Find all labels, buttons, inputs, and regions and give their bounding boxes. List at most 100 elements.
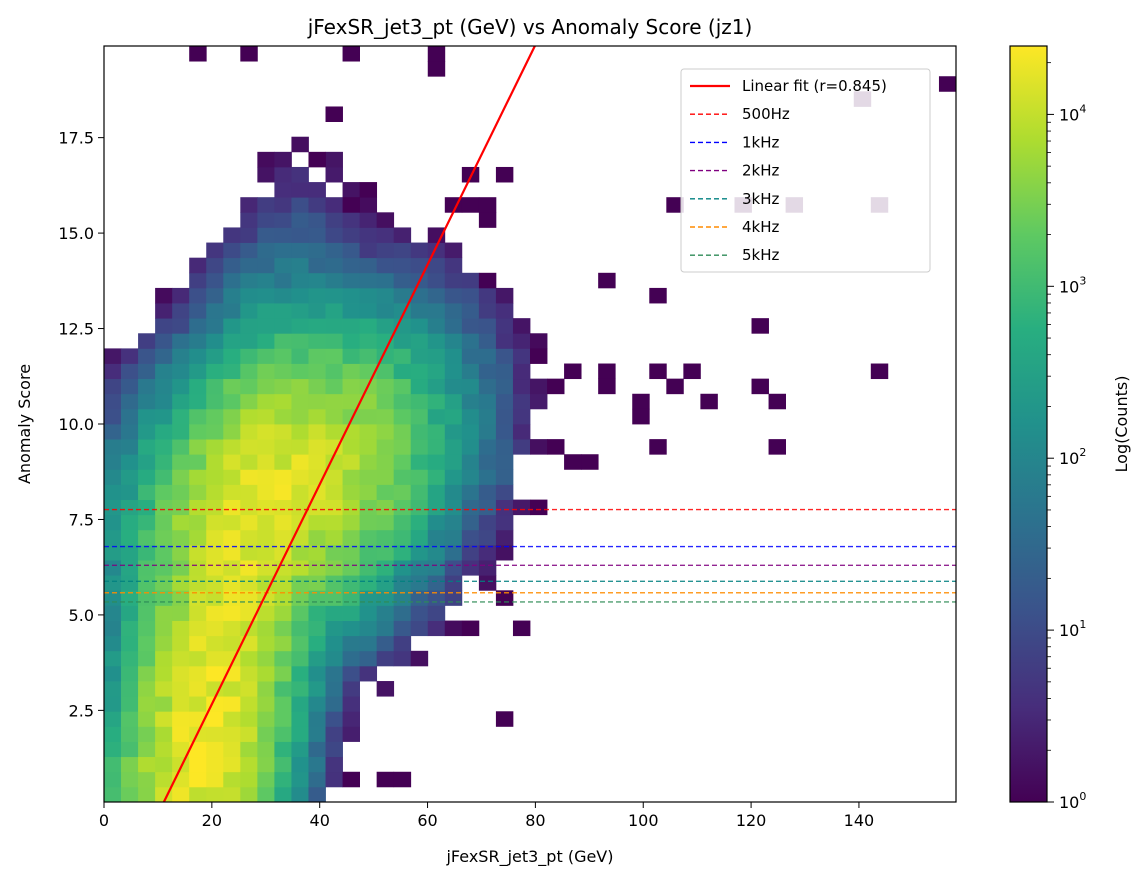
threshold-lines: [104, 508, 956, 603]
heatmap-cell: [376, 424, 395, 440]
heatmap-cell: [121, 439, 139, 455]
heatmap-cell: [359, 575, 378, 591]
heatmap-cell: [478, 469, 497, 485]
heatmap-cell: [121, 771, 139, 788]
heatmap-cell: [155, 408, 173, 425]
heatmap-cell: [393, 363, 412, 380]
heatmap-cell: [206, 786, 224, 803]
heatmap-cell: [121, 529, 139, 546]
heatmap-cell-sparse: [598, 272, 616, 289]
heatmap-cell-sparse: [376, 771, 395, 788]
heatmap-cell: [104, 454, 122, 470]
heatmap-cell: [155, 681, 173, 697]
heatmap-cell: [495, 529, 514, 546]
heatmap-cell: [189, 348, 207, 364]
heatmap-cell: [189, 333, 207, 349]
heatmap-cell: [257, 333, 275, 349]
heatmap-cell: [495, 348, 514, 364]
heatmap-cell-sparse: [359, 182, 378, 198]
y-tick-label: 17.5: [58, 129, 94, 148]
heatmap-cell: [104, 348, 122, 364]
heatmap-cell: [189, 318, 207, 334]
heatmap-cell: [461, 318, 480, 334]
heatmap-cell: [223, 272, 241, 289]
heatmap-cell: [291, 182, 309, 198]
heatmap-cell: [308, 696, 326, 712]
heatmap-cell: [189, 469, 207, 485]
legend: Linear fit (r=0.845) 500Hz 1kHz 2kHz 3kHz 4kH…: [680, 68, 931, 273]
heatmap-cell: [206, 287, 224, 304]
x-tick-label: 100: [628, 811, 659, 830]
heatmap-cell: [376, 378, 395, 395]
heatmap-cell: [257, 363, 275, 380]
heatmap-cell-sparse: [751, 318, 769, 334]
heatmap-cell: [308, 303, 326, 319]
heatmap-cell: [223, 333, 241, 349]
heatmap-cell: [478, 575, 497, 591]
heatmap-cell: [121, 560, 139, 576]
heatmap-cell: [138, 378, 156, 395]
heatmap-cell: [444, 287, 463, 304]
heatmap-cell-sparse: [461, 197, 480, 213]
heatmap-cell: [189, 560, 207, 576]
heatmap-cell: [223, 529, 241, 546]
heatmap-cell: [240, 756, 258, 773]
heatmap-cell: [189, 484, 207, 500]
heatmap-cell: [325, 287, 343, 304]
heatmap-cell: [121, 711, 139, 727]
heatmap-cell: [257, 393, 275, 410]
heatmap-cell: [478, 303, 497, 319]
heatmap-cell: [342, 544, 360, 561]
heatmap-cell: [155, 318, 173, 334]
heatmap-cell: [257, 424, 275, 440]
heatmap-cell: [257, 665, 275, 682]
y-tick-label: 7.5: [69, 510, 94, 529]
heatmap-cell-sparse: [478, 197, 497, 213]
heatmap-cell: [104, 439, 122, 455]
colorbar: 100 101 102 103 104 Log(Counts): [1009, 45, 1131, 812]
heatmap-cell: [359, 272, 378, 289]
colorbar-ticks: 100 101 102 103 104: [1047, 62, 1086, 812]
heatmap-cell: [240, 348, 258, 364]
heatmap-cell: [291, 786, 309, 803]
heatmap-cell: [308, 287, 326, 304]
heatmap-cell: [172, 681, 190, 697]
heatmap-cell: [223, 544, 241, 561]
heatmap-cell: [308, 439, 326, 455]
heatmap-cell: [325, 681, 343, 697]
heatmap-cell: [240, 424, 258, 440]
heatmap-cell: [257, 560, 275, 576]
heatmap-cell: [138, 514, 156, 531]
heatmap-cell: [308, 620, 326, 637]
heatmap-cell: [461, 499, 480, 516]
heatmap-cell: [461, 560, 480, 576]
heatmap-cell: [291, 287, 309, 304]
heatmap-cell: [342, 242, 360, 259]
heatmap-cell: [410, 348, 429, 364]
heatmap-cell: [121, 590, 139, 606]
heatmap-cell: [325, 635, 343, 652]
heatmap-cell: [427, 303, 446, 319]
heatmap-cell: [342, 560, 360, 576]
heatmap-cell: [155, 454, 173, 470]
heatmap-cell: [155, 348, 173, 364]
heatmap-cell: [274, 212, 292, 228]
heatmap-cell: [206, 484, 224, 500]
heatmap-cell: [291, 242, 309, 259]
heatmap-cell: [138, 454, 156, 470]
heatmap-cell: [104, 575, 122, 591]
heatmap-cell-sparse: [649, 287, 667, 304]
heatmap-cell: [138, 590, 156, 606]
heatmap-cell: [308, 575, 326, 591]
heatmap-cell: [104, 726, 122, 742]
heatmap-cell: [155, 333, 173, 349]
heatmap-cell: [104, 393, 122, 410]
heatmap-cell: [172, 287, 190, 304]
heatmap-cell: [291, 303, 309, 319]
heatmap-cell: [206, 681, 224, 697]
heatmap-cell: [189, 303, 207, 319]
heatmap-cell: [325, 272, 343, 289]
heatmap-cell: [172, 756, 190, 773]
heatmap-cell: [359, 257, 378, 274]
heatmap-cell: [512, 408, 531, 425]
